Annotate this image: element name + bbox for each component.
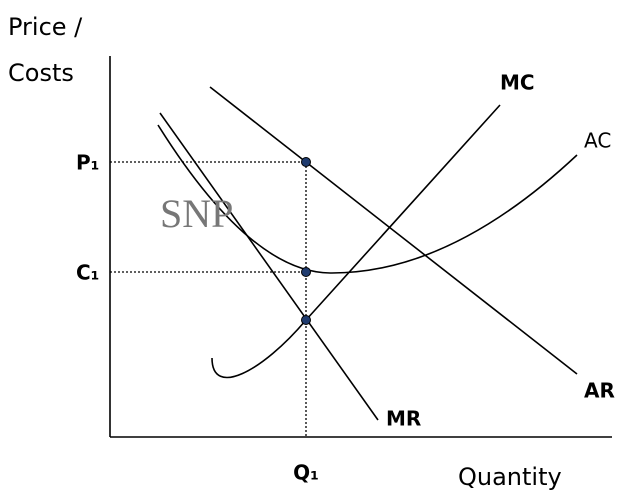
quantity-label: Q₁: [293, 461, 319, 485]
ac-label: AC: [584, 129, 611, 153]
point: [301, 157, 311, 167]
y-axis-label: Price /: [8, 13, 83, 41]
y-axis-label: Costs: [8, 59, 74, 87]
watermark: SNP: [160, 191, 233, 236]
price-label: P₁: [76, 151, 99, 175]
ar-curve: [209, 86, 578, 375]
x-axis-label: Quantity: [458, 463, 562, 491]
mc-label: MC: [500, 71, 535, 95]
mr-curve: [159, 112, 379, 421]
point: [301, 267, 311, 277]
ar-label: AR: [584, 379, 615, 403]
cost-label: C₁: [76, 261, 99, 285]
point: [301, 315, 311, 325]
mc-curve: [211, 104, 501, 379]
ac-curve: [157, 124, 578, 274]
mr-label: MR: [386, 407, 421, 431]
